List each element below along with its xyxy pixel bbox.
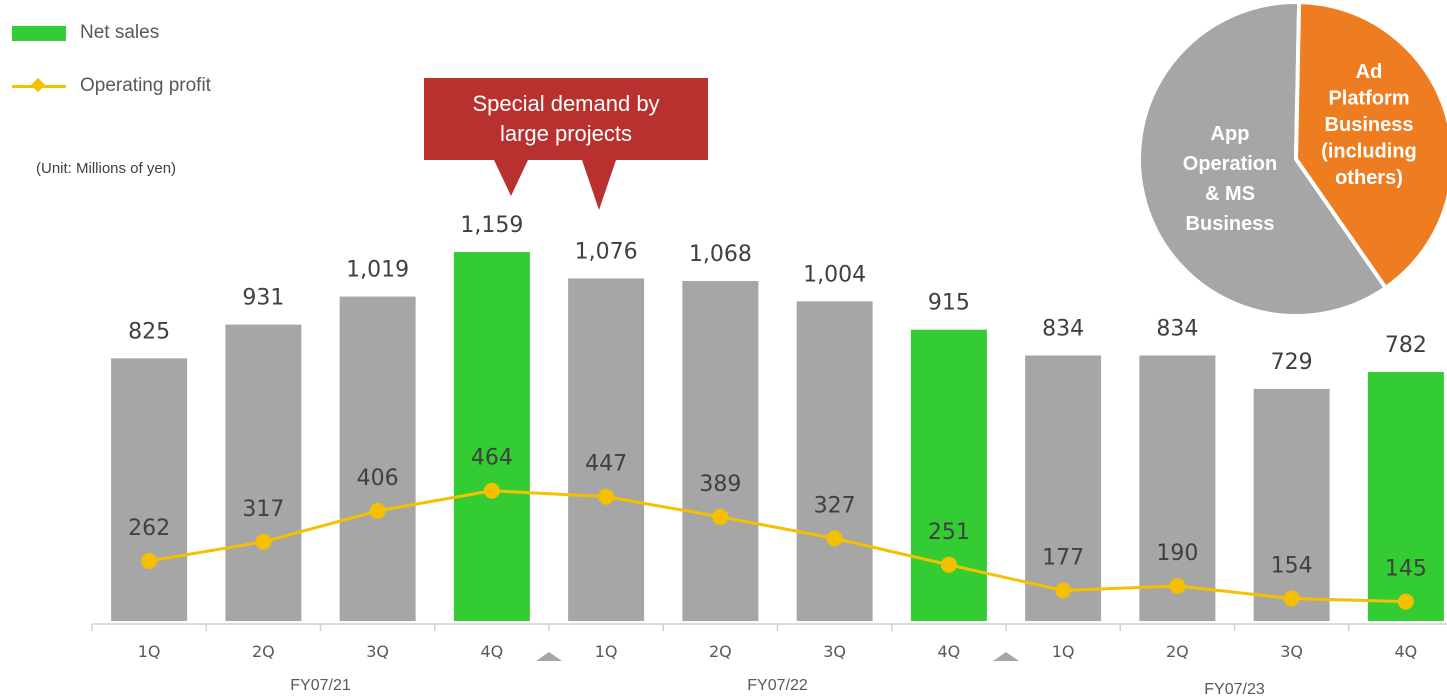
profit-point: [940, 556, 957, 573]
legend-label-net-sales: Net sales: [80, 22, 160, 43]
x-tick-label: 4Q: [480, 642, 503, 661]
profit-value-label: 145: [1385, 557, 1427, 582]
bar-net-sales: [1139, 355, 1216, 621]
bar-value-label: 1,076: [575, 239, 638, 264]
legend-item-net-sales: Net sales: [12, 20, 211, 46]
bar-net-sales: [568, 278, 645, 621]
profit-line-layer: [141, 482, 1414, 610]
fiscal-year-separator: [993, 652, 1019, 661]
bar-value-label: 1,068: [689, 242, 752, 267]
x-group-label: FY07/21: [290, 677, 351, 694]
callout-arrow-right: [582, 160, 616, 210]
profit-point: [1169, 577, 1186, 594]
callout-box: Special demand by large projects: [424, 78, 708, 160]
bar-net-sales: [682, 280, 759, 621]
profit-point: [141, 552, 158, 569]
legend-item-operating-profit: Operating profit: [12, 73, 211, 99]
bar-value-label: 834: [1156, 316, 1198, 341]
x-tick-label: 2Q: [1166, 642, 1189, 661]
bar-net-sales: [1367, 372, 1444, 621]
x-tick-label: 3Q: [366, 642, 389, 661]
callout-line-1: Special demand by: [472, 91, 660, 117]
x-tick-label: 4Q: [937, 642, 960, 661]
profit-value-label: 251: [928, 520, 970, 545]
x-group-label: FY07/23: [1204, 681, 1265, 698]
pie-slice-ad-platform: [1293, 0, 1447, 291]
profit-value-label: 406: [357, 466, 399, 491]
profit-point: [369, 502, 386, 519]
profit-value-label: 154: [1271, 553, 1313, 578]
x-tick-label: 4Q: [1394, 642, 1417, 661]
profit-point: [1055, 582, 1072, 599]
bar-net-sales: [1253, 388, 1330, 621]
x-tick-label: 3Q: [823, 642, 846, 661]
legend-swatch-net-sales: [12, 25, 66, 41]
bar-net-sales: [339, 296, 416, 621]
x-axis: 1Q 2Q 3Q 4Q 1Q 2Q 3Q 4Q 1Q 2Q 3Q 4Q FY07/21 FY07/22 FY…: [91, 623, 1447, 698]
pie-label-app-operation: Business: [1186, 213, 1275, 235]
x-tick-label: 1Q: [595, 642, 618, 661]
x-tick-label: 3Q: [1280, 642, 1303, 661]
bar-net-sales: [910, 329, 987, 621]
pie-slice-app-operation: [1136, 0, 1389, 318]
bar-value-label: 1,004: [803, 262, 866, 287]
pie-label-ad-platform: Platform: [1328, 88, 1409, 110]
bar-value-label: 825: [128, 319, 170, 344]
profit-value-label: 464: [471, 446, 513, 471]
bar-net-sales: [111, 358, 188, 621]
bar-value-label: 782: [1385, 333, 1427, 358]
fiscal-year-separator: [536, 652, 562, 661]
profit-value-label: 389: [699, 472, 741, 497]
profit-point: [255, 533, 272, 550]
profit-point: [1283, 590, 1300, 607]
bar-value-label: 1,019: [346, 258, 409, 283]
legend: Net sales Operating profit: [12, 20, 211, 126]
bar-net-sales: [225, 324, 302, 621]
bar-net-sales: [1025, 355, 1102, 621]
profit-line: [148, 489, 1406, 604]
x-tick-label: 1Q: [138, 642, 161, 661]
profit-point: [826, 530, 843, 547]
legend-swatch-operating-profit: [12, 76, 66, 96]
profit-value-label: 447: [585, 452, 627, 477]
profit-value-label: 317: [242, 497, 284, 522]
pie-label-ad-platform: Ad: [1356, 61, 1383, 83]
profit-point: [598, 488, 615, 505]
profit-value-label: 177: [1042, 545, 1084, 570]
pie-label-app-operation: App: [1211, 123, 1250, 145]
profit-point: [712, 508, 729, 525]
bar-value-label: 931: [242, 286, 284, 311]
bar-value-label: 729: [1271, 350, 1313, 375]
profit-point: [1397, 593, 1414, 610]
bar-value-label: 834: [1042, 316, 1084, 341]
pie-label-ad-platform: (including: [1321, 141, 1417, 163]
pie-label-ad-platform: others): [1335, 167, 1403, 189]
profit-value-label: 262: [128, 516, 170, 541]
x-tick-label: 2Q: [252, 642, 275, 661]
profit-point: [483, 482, 500, 499]
bar-value-label: 1,159: [460, 213, 523, 238]
pie-chart: App Operation & MS Business Ad Platform Busine…: [1136, 0, 1447, 318]
bar-net-sales: [796, 301, 873, 621]
pie-label-ad-platform: Business: [1325, 114, 1414, 136]
bar-net-sales: [453, 252, 530, 621]
pie-label-app-operation: Operation: [1183, 153, 1277, 175]
labels-layer: 825 931 1,019 1,159 1,076 1,068 1,004 915 834 834…: [128, 213, 1427, 582]
legend-label-operating-profit: Operating profit: [80, 75, 211, 96]
profit-value-label: 190: [1156, 541, 1198, 566]
pie-label-app-operation: & MS: [1205, 183, 1255, 205]
x-tick-label: 1Q: [1052, 642, 1075, 661]
callout-arrows: [494, 160, 616, 210]
x-group-label: FY07/22: [747, 677, 808, 694]
callout-arrow-left: [494, 160, 528, 196]
profit-value-label: 327: [814, 493, 856, 518]
x-tick-label: 2Q: [709, 642, 732, 661]
bar-value-label: 915: [928, 291, 970, 316]
callout-line-2: large projects: [499, 121, 633, 146]
unit-note: (Unit: Millions of yen): [36, 160, 177, 177]
